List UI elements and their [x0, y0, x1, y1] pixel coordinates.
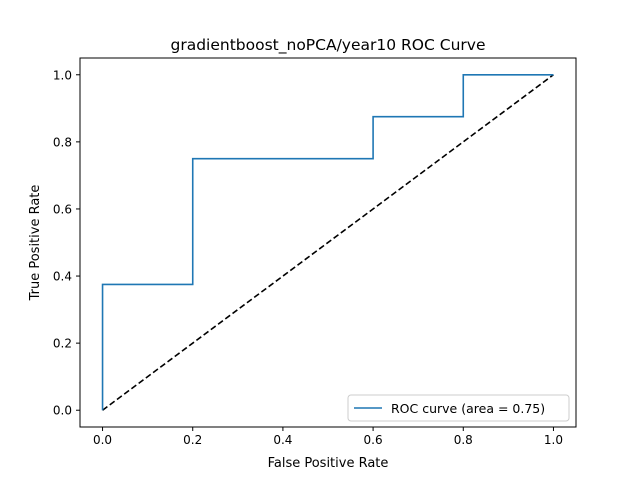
roc-curve-line: [101, 73, 554, 411]
y-tick-label: 0.6: [53, 202, 72, 216]
x-tick-label: 0.2: [183, 433, 202, 447]
x-tick-label: 0.4: [273, 433, 292, 447]
x-tick-label: 1.0: [544, 433, 563, 447]
y-axis-label: True Positive Rate: [28, 185, 43, 302]
x-axis: 0.0 0.2 0.4 0.6 0.8 1.0: [93, 427, 563, 447]
chance-diagonal-line: [102, 74, 554, 411]
y-tick-label: 0.2: [53, 337, 72, 351]
y-tick-label: 0.0: [53, 404, 72, 418]
y-tick-label: 0.4: [53, 270, 72, 284]
x-tick-label: 0.8: [454, 433, 473, 447]
series-layer: [101, 73, 554, 411]
x-tick-label: 0.0: [93, 433, 112, 447]
y-tick-label: 0.8: [53, 135, 72, 149]
x-axis-label: False Positive Rate: [268, 456, 389, 471]
chart-title: gradientboost_noPCA/year10 ROC Curve: [171, 36, 486, 55]
legend: ROC curve (area = 0.75): [347, 394, 570, 422]
legend-box: [347, 394, 570, 422]
y-axis: 0.0 0.2 0.4 0.6 0.8 1.0: [53, 68, 80, 418]
plot-frame: [79, 57, 577, 428]
x-tick-label: 0.6: [364, 433, 383, 447]
legend-label: ROC curve (area = 0.75): [391, 401, 545, 416]
y-tick-label: 1.0: [53, 68, 72, 82]
